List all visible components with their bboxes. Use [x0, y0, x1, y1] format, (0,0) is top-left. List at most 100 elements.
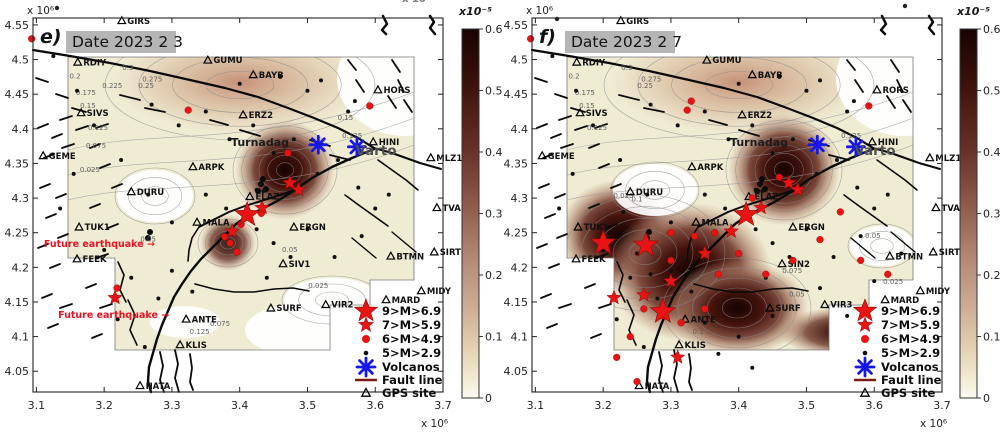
gps-site-label: KLIS: [685, 341, 706, 351]
gps-site-label: ERGN: [299, 223, 325, 233]
legend-gps-triangle-icon: [859, 387, 871, 397]
contour-value-label: 0.15: [80, 102, 96, 110]
y-tick-label: 4.55: [504, 19, 529, 32]
quake-dot-micro: [335, 157, 340, 162]
contour-low-zone: [836, 57, 913, 136]
colorbar-tick-label: 0.5: [983, 85, 1000, 98]
fault-line: [927, 14, 936, 36]
fault-segment: [91, 333, 103, 339]
panel-letter-f: f): [539, 26, 556, 48]
fault-segment: [209, 119, 229, 126]
contour-ring: [721, 297, 753, 319]
contour-ring: [603, 57, 875, 141]
y-tick-label: 4.15: [504, 296, 529, 309]
contour-ring: [677, 267, 797, 349]
quake-dot-micro: [750, 365, 755, 370]
quake-dot-micro: [305, 88, 310, 93]
gps-site-marker: [175, 339, 185, 349]
y-tick-label: 4.35: [5, 157, 30, 170]
colorbar-gradient: [461, 28, 480, 399]
contour-line: [567, 91, 913, 151]
colorbar-title-e: x10⁻⁵: [458, 5, 492, 18]
gps-site-marker: [702, 55, 712, 64]
fault-segment: [329, 154, 351, 161]
fault-segment: [598, 303, 612, 309]
legend: 9>M>6.97>M>5.96>M>4.95>M>2.9VolcanosFaul…: [353, 298, 443, 400]
quake-dot-micro: [770, 151, 775, 156]
fault-segment: [99, 303, 113, 309]
quake-star-moderate: [254, 199, 270, 215]
fault-segment: [239, 129, 261, 137]
quake-dot-micro: [386, 192, 391, 197]
fault-segment: [594, 253, 608, 259]
fault-segment: [119, 94, 141, 101]
fault-segment: [890, 59, 900, 73]
gps-site-label: RDIY: [83, 58, 107, 68]
quake-dot-micro: [635, 251, 640, 256]
fault-line: [616, 261, 626, 303]
contour-value-label: 0.3: [122, 64, 133, 72]
quake-dot-micro: [641, 344, 646, 349]
quake-dot-minor: [714, 270, 722, 278]
x-tick-label: 3.3: [163, 399, 181, 412]
quake-dot-micro: [804, 88, 809, 93]
fault-line: [31, 48, 376, 150]
quake-dot-minor: [836, 208, 844, 216]
quake-dot-micro: [75, 88, 80, 93]
fault-segment: [534, 77, 548, 83]
quake-dot-micro: [278, 74, 283, 79]
colorbar-tick-label: 0.1: [983, 331, 1000, 344]
fault-line: [127, 299, 138, 346]
contour-fill-region: [68, 57, 414, 350]
quake-dot-micro: [885, 192, 890, 197]
legend-label: 9>M>6.9: [382, 304, 441, 318]
gps-site-marker: [72, 253, 82, 263]
fault-cluster-dot: [759, 176, 765, 182]
gps-site-marker: [116, 15, 127, 25]
contour-ring: [704, 70, 774, 100]
colorbar-tick-label: 0: [485, 392, 492, 405]
gps-site-marker: [238, 109, 248, 119]
fault-segment: [95, 123, 109, 129]
x-scale-label-f: x 10⁶: [920, 418, 947, 430]
gps-site-marker: [674, 339, 684, 349]
quake-dot-minor: [691, 232, 699, 240]
gps-site-marker: [687, 161, 697, 171]
fault-segment: [738, 129, 760, 137]
x-tick-label: 3.6: [366, 399, 384, 412]
quake-dot-minor: [687, 97, 695, 105]
gps-site-marker: [575, 107, 585, 117]
quake-dot-minor: [667, 256, 675, 265]
gps-site-marker: [537, 150, 547, 160]
fault-cluster-dot: [260, 176, 266, 182]
panel-f-map: 0.30.2750.250.20.1750.150.1250.1250.0250…: [504, 14, 966, 412]
contour-value-label: 0.025: [613, 192, 633, 200]
gps-site-label: SIVS: [586, 109, 608, 119]
fault-line: [391, 231, 417, 253]
quake-dot-minor: [226, 239, 234, 247]
quake-dot-micro: [618, 157, 623, 162]
contour-value-label: 0.025: [80, 166, 100, 174]
contour-line: [68, 144, 414, 201]
quake-dot-micro: [129, 275, 134, 280]
contour-ring: [114, 167, 196, 225]
x-tick-label: 3.2: [594, 399, 612, 412]
fault-segment: [643, 107, 665, 113]
fault-segment: [610, 183, 622, 189]
legend-label: 6>M>4.9: [382, 332, 441, 346]
quake-dot-micro: [757, 182, 762, 187]
gps-site-marker: [924, 152, 935, 162]
contour-anomaly-blob: [728, 114, 840, 226]
quake-dot-minor: [683, 106, 691, 114]
fault-line: [686, 226, 699, 262]
fault-line: [187, 226, 200, 262]
volcano-icon: [848, 139, 864, 155]
quake-dot-micro: [557, 206, 562, 211]
quake-dot-minor: [857, 256, 865, 265]
contour-region-border: [566, 56, 914, 351]
gps-site-marker: [432, 202, 442, 212]
quake-dot-micro: [790, 137, 795, 142]
gps-site-label: SIRT: [440, 248, 461, 258]
gps-site-marker: [573, 221, 583, 231]
